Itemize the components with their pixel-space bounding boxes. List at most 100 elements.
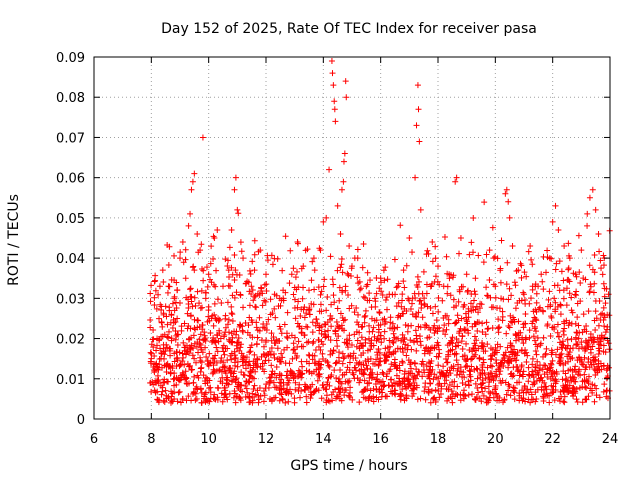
data-point (375, 396, 382, 403)
data-point (533, 351, 540, 358)
data-point (391, 387, 398, 394)
data-point (516, 390, 523, 397)
data-point (221, 351, 228, 358)
data-point (532, 306, 539, 313)
data-point (211, 235, 218, 241)
data-point (177, 255, 183, 262)
data-point (191, 267, 198, 274)
data-point (223, 376, 230, 383)
data-point (441, 373, 448, 380)
data-point (484, 293, 491, 300)
data-point (359, 323, 366, 330)
data-point (505, 387, 512, 394)
data-point (334, 323, 341, 330)
data-point (471, 320, 478, 327)
data-point (171, 358, 178, 365)
data-point (443, 253, 450, 260)
data-point (374, 349, 381, 356)
data-point (389, 338, 396, 345)
data-point (595, 350, 602, 357)
data-point (322, 321, 329, 328)
data-point (261, 343, 267, 350)
data-point (204, 283, 211, 290)
data-point (333, 319, 340, 326)
data-point (459, 373, 466, 380)
data-point (344, 364, 351, 371)
x-tick-label: 24 (602, 432, 619, 447)
data-point (231, 390, 238, 397)
data-point (246, 302, 253, 309)
data-point (375, 361, 382, 368)
data-point (430, 376, 437, 383)
data-point (464, 288, 471, 295)
data-point (390, 350, 397, 357)
data-point (362, 336, 369, 343)
data-point (301, 332, 308, 339)
data-point (249, 334, 256, 341)
data-point (376, 285, 383, 292)
data-point (515, 267, 522, 274)
data-point (399, 359, 406, 366)
data-point (475, 309, 482, 316)
data-point (529, 261, 536, 268)
data-point (151, 367, 158, 374)
data-point (376, 358, 383, 365)
data-point (275, 303, 282, 310)
data-point (488, 304, 495, 311)
data-point (284, 374, 291, 381)
data-point (454, 361, 461, 368)
data-point (544, 247, 551, 254)
data-point (575, 345, 582, 352)
data-point (465, 391, 472, 398)
data-point (560, 368, 567, 375)
data-point (196, 300, 203, 307)
data-point (521, 384, 528, 391)
data-point (368, 374, 375, 381)
data-point (452, 178, 459, 185)
data-point (414, 338, 421, 345)
data-point (202, 289, 209, 296)
data-points (147, 58, 613, 406)
data-point (286, 377, 293, 384)
data-point (407, 337, 414, 344)
data-point (483, 251, 490, 258)
data-point (163, 341, 170, 348)
data-point (159, 388, 166, 395)
data-point (536, 304, 543, 311)
data-point (210, 395, 217, 402)
data-point (203, 354, 210, 360)
data-point (474, 385, 481, 392)
data-point (197, 305, 204, 312)
data-point (532, 389, 539, 396)
data-point (181, 344, 188, 351)
data-point (267, 311, 274, 318)
data-point (601, 314, 608, 321)
data-point (231, 355, 238, 362)
data-point (357, 340, 364, 347)
data-point (366, 290, 373, 297)
data-point (470, 215, 477, 222)
data-point (499, 313, 506, 320)
data-point (262, 298, 269, 305)
data-point (309, 340, 316, 347)
data-point (552, 299, 559, 306)
data-point (478, 384, 485, 391)
data-point (258, 285, 265, 292)
data-point (390, 339, 397, 346)
data-point (578, 339, 585, 346)
data-point (197, 354, 204, 361)
data-point (604, 323, 611, 330)
data-point (463, 340, 470, 347)
data-point (532, 328, 539, 335)
data-point (261, 352, 268, 359)
data-point (325, 333, 332, 340)
data-point (231, 328, 238, 335)
data-point (202, 337, 209, 344)
data-point (525, 364, 532, 371)
data-point (150, 344, 157, 351)
data-point (392, 291, 399, 298)
data-point (209, 370, 216, 377)
data-point (164, 289, 171, 296)
data-point (474, 327, 481, 334)
data-point (522, 334, 529, 341)
